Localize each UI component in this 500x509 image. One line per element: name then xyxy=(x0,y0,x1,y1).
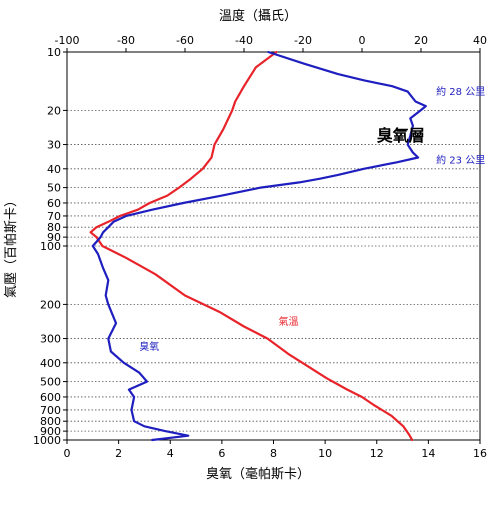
left-tick-label: 10 xyxy=(47,46,61,59)
annotation-label: 約 23 公里 xyxy=(436,153,485,166)
bottom-tick-label: 10 xyxy=(318,447,332,460)
top-tick-label: 40 xyxy=(473,34,487,47)
top-tick-label: 0 xyxy=(359,34,366,47)
bottom-tick-label: 2 xyxy=(115,447,122,460)
annotation-label: 臭氧 xyxy=(139,340,159,353)
left-tick-label: 20 xyxy=(47,104,61,117)
bottom-tick-label: 4 xyxy=(167,447,174,460)
series-layer xyxy=(89,50,427,442)
left-axis-title: 氣壓（百帕斯卡） xyxy=(4,194,19,298)
top-tick-label: -80 xyxy=(117,34,135,47)
left-tick-label: 100 xyxy=(40,240,61,253)
bottom-tick-label: 14 xyxy=(421,447,435,460)
left-tick-label: 90 xyxy=(47,231,61,244)
top-axis-title: 溫度（攝氏） xyxy=(219,8,297,24)
top-tick-label: 20 xyxy=(414,34,428,47)
annotation-label: 氣溫 xyxy=(279,315,299,328)
left-tick-label: 40 xyxy=(47,163,61,176)
grid-layer xyxy=(67,109,480,432)
left-tick-label: 300 xyxy=(40,333,61,346)
left-tick-label: 60 xyxy=(47,197,61,210)
left-tick-label: 200 xyxy=(40,298,61,311)
axis-layer: 1020304050607080901002003004005006007008… xyxy=(33,34,487,460)
annotation-label: 臭氧層 xyxy=(377,126,425,145)
top-tick-label: -40 xyxy=(235,34,253,47)
bottom-axis-title: 臭氧（毫帕斯卡） xyxy=(206,466,310,482)
left-tick-label: 70 xyxy=(47,210,61,223)
left-tick-label: 800 xyxy=(40,415,61,428)
temperature-line xyxy=(89,50,414,442)
top-tick-label: -60 xyxy=(176,34,194,47)
left-tick-label: 1000 xyxy=(33,434,61,447)
left-tick-label: 700 xyxy=(40,404,61,417)
bottom-tick-label: 6 xyxy=(218,447,225,460)
bottom-tick-label: 0 xyxy=(64,447,71,460)
left-tick-label: 50 xyxy=(47,182,61,195)
bottom-tick-label: 8 xyxy=(270,447,277,460)
left-tick-label: 400 xyxy=(40,357,61,370)
bottom-tick-label: 16 xyxy=(473,447,487,460)
top-tick-label: -100 xyxy=(55,34,80,47)
left-tick-label: 30 xyxy=(47,139,61,152)
left-tick-label: 80 xyxy=(47,221,61,234)
annotation-label: 約 28 公里 xyxy=(436,85,485,98)
left-tick-label: 600 xyxy=(40,391,61,404)
left-tick-label: 500 xyxy=(40,376,61,389)
left-tick-label: 900 xyxy=(40,425,61,438)
ozone-line xyxy=(91,50,427,442)
bottom-tick-label: 12 xyxy=(370,447,384,460)
top-tick-label: -20 xyxy=(294,34,312,47)
